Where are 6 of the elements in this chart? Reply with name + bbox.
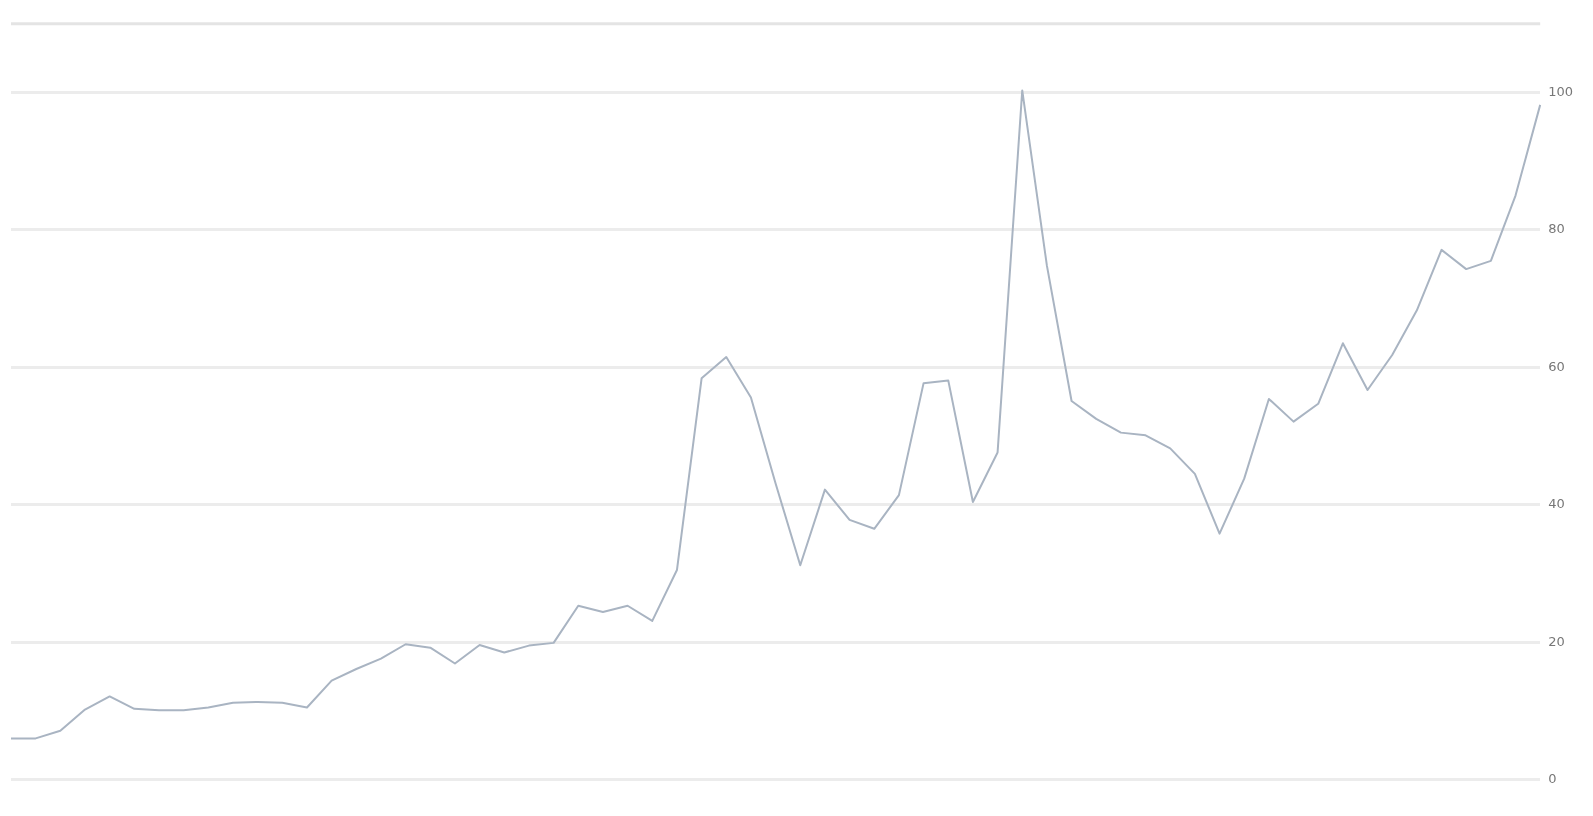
- y-tick-label: 100: [1548, 83, 1574, 99]
- y-tick-label: 20: [1548, 633, 1565, 649]
- y-tick-label: 80: [1548, 221, 1565, 237]
- y-tick-label: 40: [1548, 496, 1565, 512]
- y-tick-label: 60: [1548, 358, 1565, 374]
- y-tick-label: 0: [1548, 770, 1557, 786]
